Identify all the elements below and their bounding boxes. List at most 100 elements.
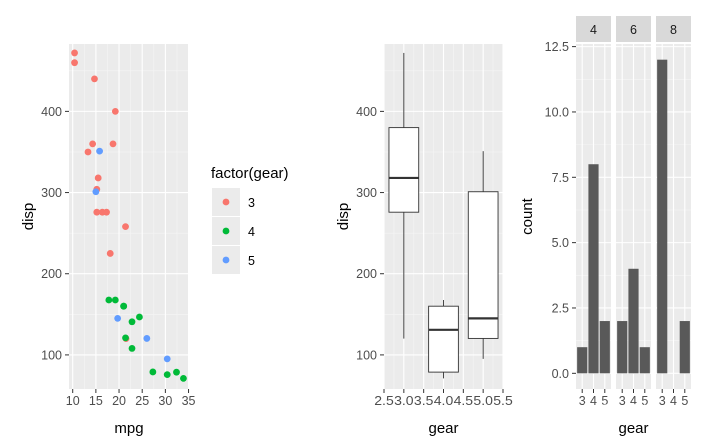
y-tick-label: 400 bbox=[356, 105, 377, 119]
y-axis-title: disp bbox=[20, 203, 37, 231]
bar-facet-8-gear-3 bbox=[657, 59, 668, 374]
x-tick-label: 4.5 bbox=[454, 394, 474, 408]
data-point-gear-4 bbox=[128, 345, 136, 352]
data-point-gear-3 bbox=[111, 107, 119, 115]
x-tick-label: 4 bbox=[670, 394, 677, 408]
box-iqr bbox=[467, 191, 499, 339]
facet-strip bbox=[616, 16, 651, 42]
y-tick-label: 200 bbox=[356, 267, 377, 281]
data-point-gear-4 bbox=[173, 368, 180, 376]
bar-facet-4-gear-5 bbox=[599, 321, 610, 374]
data-point-gear-5 bbox=[114, 314, 122, 322]
data-point-gear-3 bbox=[71, 49, 78, 57]
x-tick-label: 5 bbox=[601, 394, 608, 408]
data-point-gear-4 bbox=[122, 334, 129, 342]
data-point-gear-4 bbox=[111, 296, 119, 304]
y-tick-label: 300 bbox=[41, 186, 62, 200]
data-point-gear-4 bbox=[120, 302, 128, 310]
bar-facet-6-gear-4 bbox=[628, 268, 639, 374]
data-point-gear-3 bbox=[94, 174, 102, 182]
x-tick-label: 3 bbox=[619, 394, 626, 408]
legend-title: factor(gear) bbox=[211, 165, 289, 182]
bar-facet-8-gear-5 bbox=[679, 321, 690, 374]
x-axis-title: mpg bbox=[114, 420, 143, 437]
x-tick-label: 3.5 bbox=[414, 394, 434, 408]
x-tick-label: 4.0 bbox=[434, 394, 454, 408]
x-tick-label: 20 bbox=[112, 394, 126, 408]
y-tick-label: 5.0 bbox=[552, 236, 569, 250]
data-point-gear-5 bbox=[143, 335, 151, 342]
data-point-gear-3 bbox=[93, 208, 101, 216]
facet-bar-chart: 43 4 563 4 583 4 50.02.55.07.510.012.5gearcoun… bbox=[519, 16, 691, 437]
y-tick-label: 10.0 bbox=[545, 105, 569, 119]
data-point-gear-4 bbox=[163, 371, 171, 379]
x-tick-label: 3.0 bbox=[394, 394, 414, 408]
data-point-gear-5 bbox=[92, 188, 100, 196]
data-point-gear-5 bbox=[96, 147, 103, 155]
bar-facet-4-gear-4 bbox=[588, 164, 599, 374]
facet-strip-label: 8 bbox=[670, 23, 677, 37]
box-iqr bbox=[428, 305, 459, 373]
x-tick-label: 2.5 bbox=[374, 394, 394, 408]
data-point-gear-4 bbox=[105, 296, 113, 304]
y-tick-label: 7.5 bbox=[552, 171, 569, 185]
legend-key-gear-5 bbox=[222, 256, 230, 264]
x-tick-label: 30 bbox=[158, 394, 172, 408]
x-tick-label: 35 bbox=[182, 394, 196, 408]
y-axis-title: disp bbox=[335, 203, 352, 231]
y-tick-label: 12.5 bbox=[545, 40, 569, 54]
x-tick-label: 4 bbox=[590, 394, 597, 408]
y-axis-title: count bbox=[519, 197, 536, 235]
x-tick-label: 15 bbox=[89, 394, 103, 408]
bar-facet-6-gear-3 bbox=[617, 321, 628, 374]
data-point-gear-3 bbox=[106, 250, 114, 257]
x-tick-label: 5.0 bbox=[473, 394, 493, 408]
legend: factor(gear) 3 4 5 bbox=[211, 165, 289, 274]
data-point-gear-3 bbox=[89, 140, 97, 148]
legend-label-gear-4: 4 bbox=[248, 225, 255, 239]
plot-panel bbox=[69, 44, 189, 389]
legend-label-gear-5: 5 bbox=[248, 254, 255, 268]
facet-strip-label: 6 bbox=[630, 23, 637, 37]
scatter-plot: 10 15 20 25 30 35 100 200 300 400 mpg disp bbox=[20, 44, 196, 437]
data-point-gear-3 bbox=[91, 75, 98, 83]
facet-strip bbox=[656, 16, 691, 42]
x-tick-label: 4 bbox=[630, 394, 637, 408]
y-tick-label: 400 bbox=[41, 105, 62, 119]
x-axis-title: gear bbox=[618, 420, 648, 437]
watermark: 知乎 @张童 bbox=[582, 402, 662, 420]
data-point-gear-3 bbox=[109, 140, 117, 148]
y-tick-label: 300 bbox=[356, 186, 377, 200]
bar-facet-6-gear-5 bbox=[639, 347, 650, 374]
data-point-gear-4 bbox=[180, 374, 187, 382]
facet-strip bbox=[576, 16, 611, 42]
legend-key-gear-4 bbox=[222, 227, 230, 235]
y-tick-label: 2.5 bbox=[552, 301, 569, 315]
x-tick-label: 5.5 bbox=[493, 394, 513, 408]
box-iqr bbox=[388, 127, 420, 213]
bar-facet-4-gear-3 bbox=[577, 347, 588, 374]
y-tick-label: 0.0 bbox=[552, 367, 569, 381]
data-point-gear-3 bbox=[122, 223, 129, 231]
x-tick-label: 10 bbox=[66, 394, 80, 408]
y-tick-label: 200 bbox=[41, 267, 62, 281]
legend-label-gear-3: 3 bbox=[248, 196, 255, 210]
legend-key-gear-3 bbox=[222, 198, 230, 206]
data-point-gear-4 bbox=[136, 313, 143, 321]
facet-strip-label: 4 bbox=[590, 23, 597, 37]
data-point-gear-4 bbox=[128, 318, 136, 326]
x-tick-label: 3 bbox=[659, 394, 666, 408]
y-tick-label: 100 bbox=[41, 348, 62, 362]
x-tick-label: 25 bbox=[135, 394, 149, 408]
data-point-gear-5 bbox=[163, 355, 171, 363]
x-tick-label: 5 bbox=[641, 394, 648, 408]
x-tick-label: 3 bbox=[579, 394, 586, 408]
box-plot: 2.5 3.0 3.5 4.0 4.5 5.0 5.5 100 200 300 400 gear dis… bbox=[335, 44, 513, 437]
data-point-gear-4 bbox=[149, 368, 157, 376]
x-axis-title: gear bbox=[428, 420, 458, 437]
y-tick-label: 100 bbox=[356, 348, 377, 362]
data-point-gear-3 bbox=[103, 208, 110, 216]
data-point-gear-3 bbox=[84, 148, 92, 156]
data-point-gear-3 bbox=[71, 59, 78, 67]
